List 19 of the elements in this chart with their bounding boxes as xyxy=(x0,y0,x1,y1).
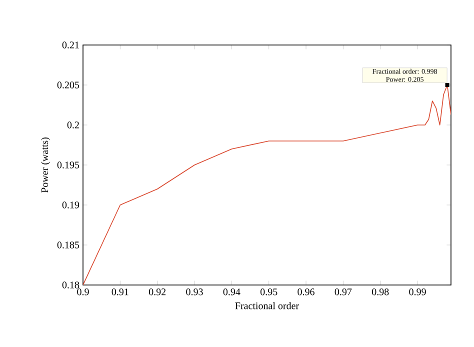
y-tick-label: 0.18 xyxy=(62,282,80,288)
y-axis-title: Power (watts) xyxy=(41,138,50,193)
x-tick-label: 0.92 xyxy=(148,288,166,296)
x-tick-label: 0.91 xyxy=(112,288,128,296)
x-tick-label: 0.97 xyxy=(334,288,352,296)
y-tick-label: 0.2 xyxy=(67,122,79,128)
x-tick-label: 0.95 xyxy=(260,288,278,296)
y-tick-label: 0.185 xyxy=(57,242,80,248)
y-tick-label: 0.205 xyxy=(57,82,80,88)
y-tick-label: 0.195 xyxy=(57,162,80,168)
x-axis-title: Fractional order xyxy=(235,302,299,310)
x-tick-label: 0.9 xyxy=(77,288,89,296)
x-tick-label: 0.96 xyxy=(298,288,314,296)
y-tick-label: 0.21 xyxy=(62,42,79,48)
x-tick-label: 0.94 xyxy=(223,288,240,296)
x-tick-label: 0.98 xyxy=(372,288,389,296)
y-tick-label: 0.19 xyxy=(62,202,80,208)
x-tick-label: 0.99 xyxy=(409,288,426,296)
x-tick-label: 0.93 xyxy=(186,288,203,296)
